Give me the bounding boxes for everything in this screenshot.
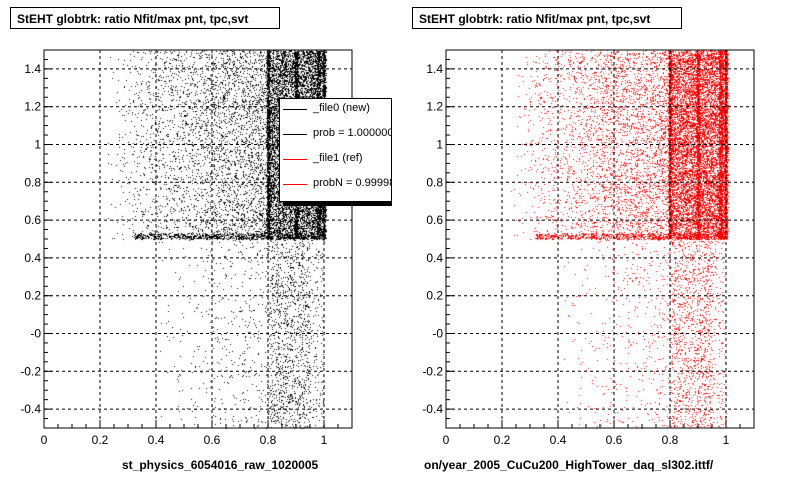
x-tick-label-0-2: 0.4 (148, 433, 165, 447)
y-tick-label-0-4: 0.4 (24, 251, 41, 265)
y-tick-label-0-6: 0.8 (24, 175, 41, 189)
left-x-axis-label: st_physics_6054016_raw_1020005 (122, 458, 319, 472)
x-tick-label-1-1: 0.2 (494, 433, 511, 447)
left-plot-title: StEHT globtrk: ratio Nfit/max pnt, tpc,s… (10, 7, 280, 29)
y-tick-label-0-3: 0.2 (24, 289, 41, 303)
y-tick-label-1-2: -0 (432, 327, 443, 341)
legend-swatch-file1 (283, 159, 307, 160)
right-plot-title: StEHT globtrk: ratio Nfit/max pnt, tpc,s… (412, 7, 682, 29)
y-tick-label-1-3: 0.2 (426, 289, 443, 303)
x-tick-label-1-0: 0 (443, 433, 450, 447)
y-tick-label-1-1: -0.2 (422, 364, 443, 378)
legend-entry-probn: probN = 0.999985 (280, 174, 391, 194)
x-tick-label-1-3: 0.6 (606, 433, 623, 447)
y-tick-label-0-5: 0.6 (24, 213, 41, 227)
legend-label-probn: probN = 0.999985 (313, 177, 391, 189)
legend-swatch-probn (283, 184, 307, 185)
y-tick-label-0-8: 1.2 (24, 100, 41, 114)
x-tick-label-1-2: 0.4 (550, 433, 567, 447)
x-tick-label-0-4: 0.8 (260, 433, 277, 447)
y-tick-label-0-9: 1.4 (24, 62, 41, 76)
legend-entry-prob: prob = 1.000000 (280, 124, 392, 144)
legend-label-prob: prob = 1.000000 (313, 127, 392, 139)
y-tick-label-1-5: 0.6 (426, 213, 443, 227)
plot-frame-1 (445, 49, 755, 429)
y-tick-label-1-4: 0.4 (426, 251, 443, 265)
y-tick-label-1-6: 0.8 (426, 175, 443, 189)
legend: _file0 (new) prob = 1.000000 _file1 (ref… (279, 98, 392, 202)
x-tick-label-0-0: 0 (41, 433, 48, 447)
legend-entry-file0: _file0 (new) (280, 99, 391, 119)
right-x-axis-label: on/year_2005_CuCu200_HighTower_daq_sl302… (424, 458, 714, 472)
y-tick-label-1-7: 1 (436, 138, 443, 152)
legend-label-file0: _file0 (new) (313, 102, 370, 114)
y-tick-label-1-9: 1.4 (426, 62, 443, 76)
legend-label-file1: _file1 (ref) (313, 152, 363, 164)
x-tick-label-0-3: 0.6 (204, 433, 221, 447)
y-tick-label-0-2: -0 (30, 327, 41, 341)
y-tick-label-0-0: -0.4 (20, 402, 41, 416)
legend-swatch-file0 (283, 109, 307, 110)
legend-swatch-prob (283, 134, 307, 135)
y-tick-label-1-8: 1.2 (426, 100, 443, 114)
y-tick-label-0-1: -0.2 (20, 364, 41, 378)
x-tick-label-1-4: 0.8 (662, 433, 679, 447)
x-tick-label-0-1: 0.2 (92, 433, 109, 447)
x-tick-label-0-5: 1 (321, 433, 328, 447)
x-tick-label-1-5: 1 (723, 433, 730, 447)
legend-entry-file1: _file1 (ref) (280, 149, 391, 169)
y-tick-label-1-0: -0.4 (422, 402, 443, 416)
y-tick-label-0-7: 1 (34, 138, 41, 152)
